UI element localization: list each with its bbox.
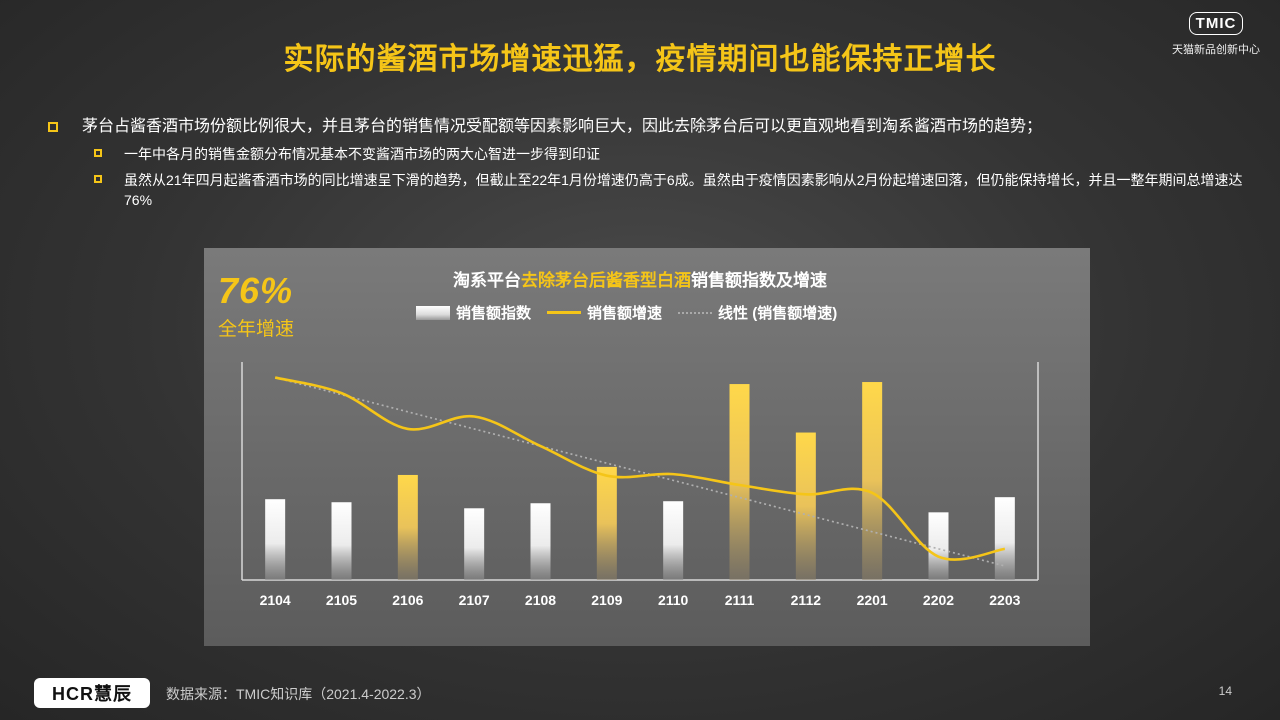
bar-2105: [331, 502, 352, 580]
bar-2111: [729, 384, 750, 580]
x-tick-label: 2104: [260, 592, 291, 608]
legend-line-label: 销售额增速: [587, 305, 663, 322]
x-tick-label: 2108: [525, 592, 556, 608]
x-tick-label: 2109: [591, 592, 622, 608]
chart-title-highlight: 去除茅台后酱香型白酒: [521, 271, 691, 290]
legend-item-line: 销售额增速: [547, 302, 662, 323]
chart-title-prefix: 淘系平台: [453, 271, 521, 290]
bar-2104: [265, 499, 286, 580]
x-tick-label: 2110: [658, 592, 689, 608]
x-tick-label: 2111: [725, 592, 755, 608]
bar-2106: [397, 474, 418, 580]
bar-2110: [663, 501, 684, 580]
x-tick-label: 2203: [989, 592, 1020, 608]
legend-item-trend: 线性 (销售额增速): [678, 302, 837, 323]
x-tick-label: 2106: [392, 592, 423, 608]
growth-line-series: [274, 376, 1006, 561]
legend-item-bar: 销售额指数: [416, 302, 531, 323]
legend-trend-swatch: [678, 311, 713, 314]
chart-title: 淘系平台去除茅台后酱香型白酒销售额指数及增速: [390, 266, 890, 291]
bullet-sub-1: 一年中各月的销售金额分布情况基本不变酱酒市场的两大心智进一步得到印证: [48, 144, 1248, 164]
bar-2203: [994, 497, 1015, 580]
bullet-sub-1-text: 一年中各月的销售金额分布情况基本不变酱酒市场的两大心智进一步得到印证: [124, 146, 600, 162]
bullet-list: 茅台占酱香酒市场份额比例很大，并且茅台的销售情况受配额等因素影响巨大，因此去除茅…: [48, 116, 1248, 216]
tmic-badge: TMIC: [1188, 12, 1244, 35]
bullet-sub-2-text: 虽然从21年四月起酱香酒市场的同比增速呈下滑的趋势，但截止至22年1月份增速仍高…: [124, 172, 1243, 208]
tmic-subtitle: 天猫新品创新中心: [1172, 44, 1260, 56]
bullet-square-icon: [94, 175, 102, 183]
annual-growth-value: 76%: [218, 270, 294, 311]
bar-2109: [596, 466, 617, 580]
bullet-main: 茅台占酱香酒市场份额比例很大，并且茅台的销售情况受配额等因素影响巨大，因此去除茅…: [48, 116, 1248, 138]
x-tick-label: 2107: [459, 592, 490, 608]
legend-trend-label: 线性 (销售额增速): [718, 305, 838, 322]
x-tick-label: 2201: [857, 592, 888, 608]
page-title: 实际的酱酒市场增速迅猛，疫情期间也能保持正增长: [283, 43, 997, 76]
bar-2201: [862, 382, 883, 580]
chart-legend: 销售额指数 销售额增速 线性 (销售额增速): [416, 302, 853, 323]
trendline-series: [274, 376, 1006, 567]
bar-2108: [530, 503, 551, 580]
x-tick-label: 2105: [326, 592, 357, 608]
bar-2202: [928, 512, 949, 580]
bullet-square-icon: [94, 149, 102, 157]
data-source: 数据来源：TMIC知识库（2021.4-2022.3）: [166, 686, 431, 702]
legend-line-swatch: [547, 311, 582, 314]
legend-bar-swatch: [416, 305, 450, 320]
bullet-main-text: 茅台占酱香酒市场份额比例很大，并且茅台的销售情况受配额等因素影响巨大，因此去除茅…: [82, 118, 1043, 135]
x-tick-label: 2202: [923, 592, 954, 608]
tmic-logo: TMIC 天猫新品创新中心: [1166, 12, 1266, 57]
bullet-sub-2: 虽然从21年四月起酱香酒市场的同比增速呈下滑的趋势，但截止至22年1月份增速仍高…: [48, 170, 1248, 210]
legend-bar-label: 销售额指数: [456, 305, 532, 322]
x-tick-label: 2112: [791, 592, 822, 608]
bar-2112: [795, 432, 816, 580]
annual-growth-label: 全年增速: [218, 319, 295, 340]
bar-2107: [464, 508, 485, 580]
hcr-logo: HCR慧辰: [34, 678, 150, 708]
page-number: 14: [1218, 684, 1232, 698]
plot-area: 2104 2105 2106 2107 2108 2109 2110 2111 2112 2201…: [241, 362, 1039, 608]
bullet-square-icon: [48, 122, 58, 132]
chart-title-suffix: 销售额指数及增速: [691, 271, 827, 290]
